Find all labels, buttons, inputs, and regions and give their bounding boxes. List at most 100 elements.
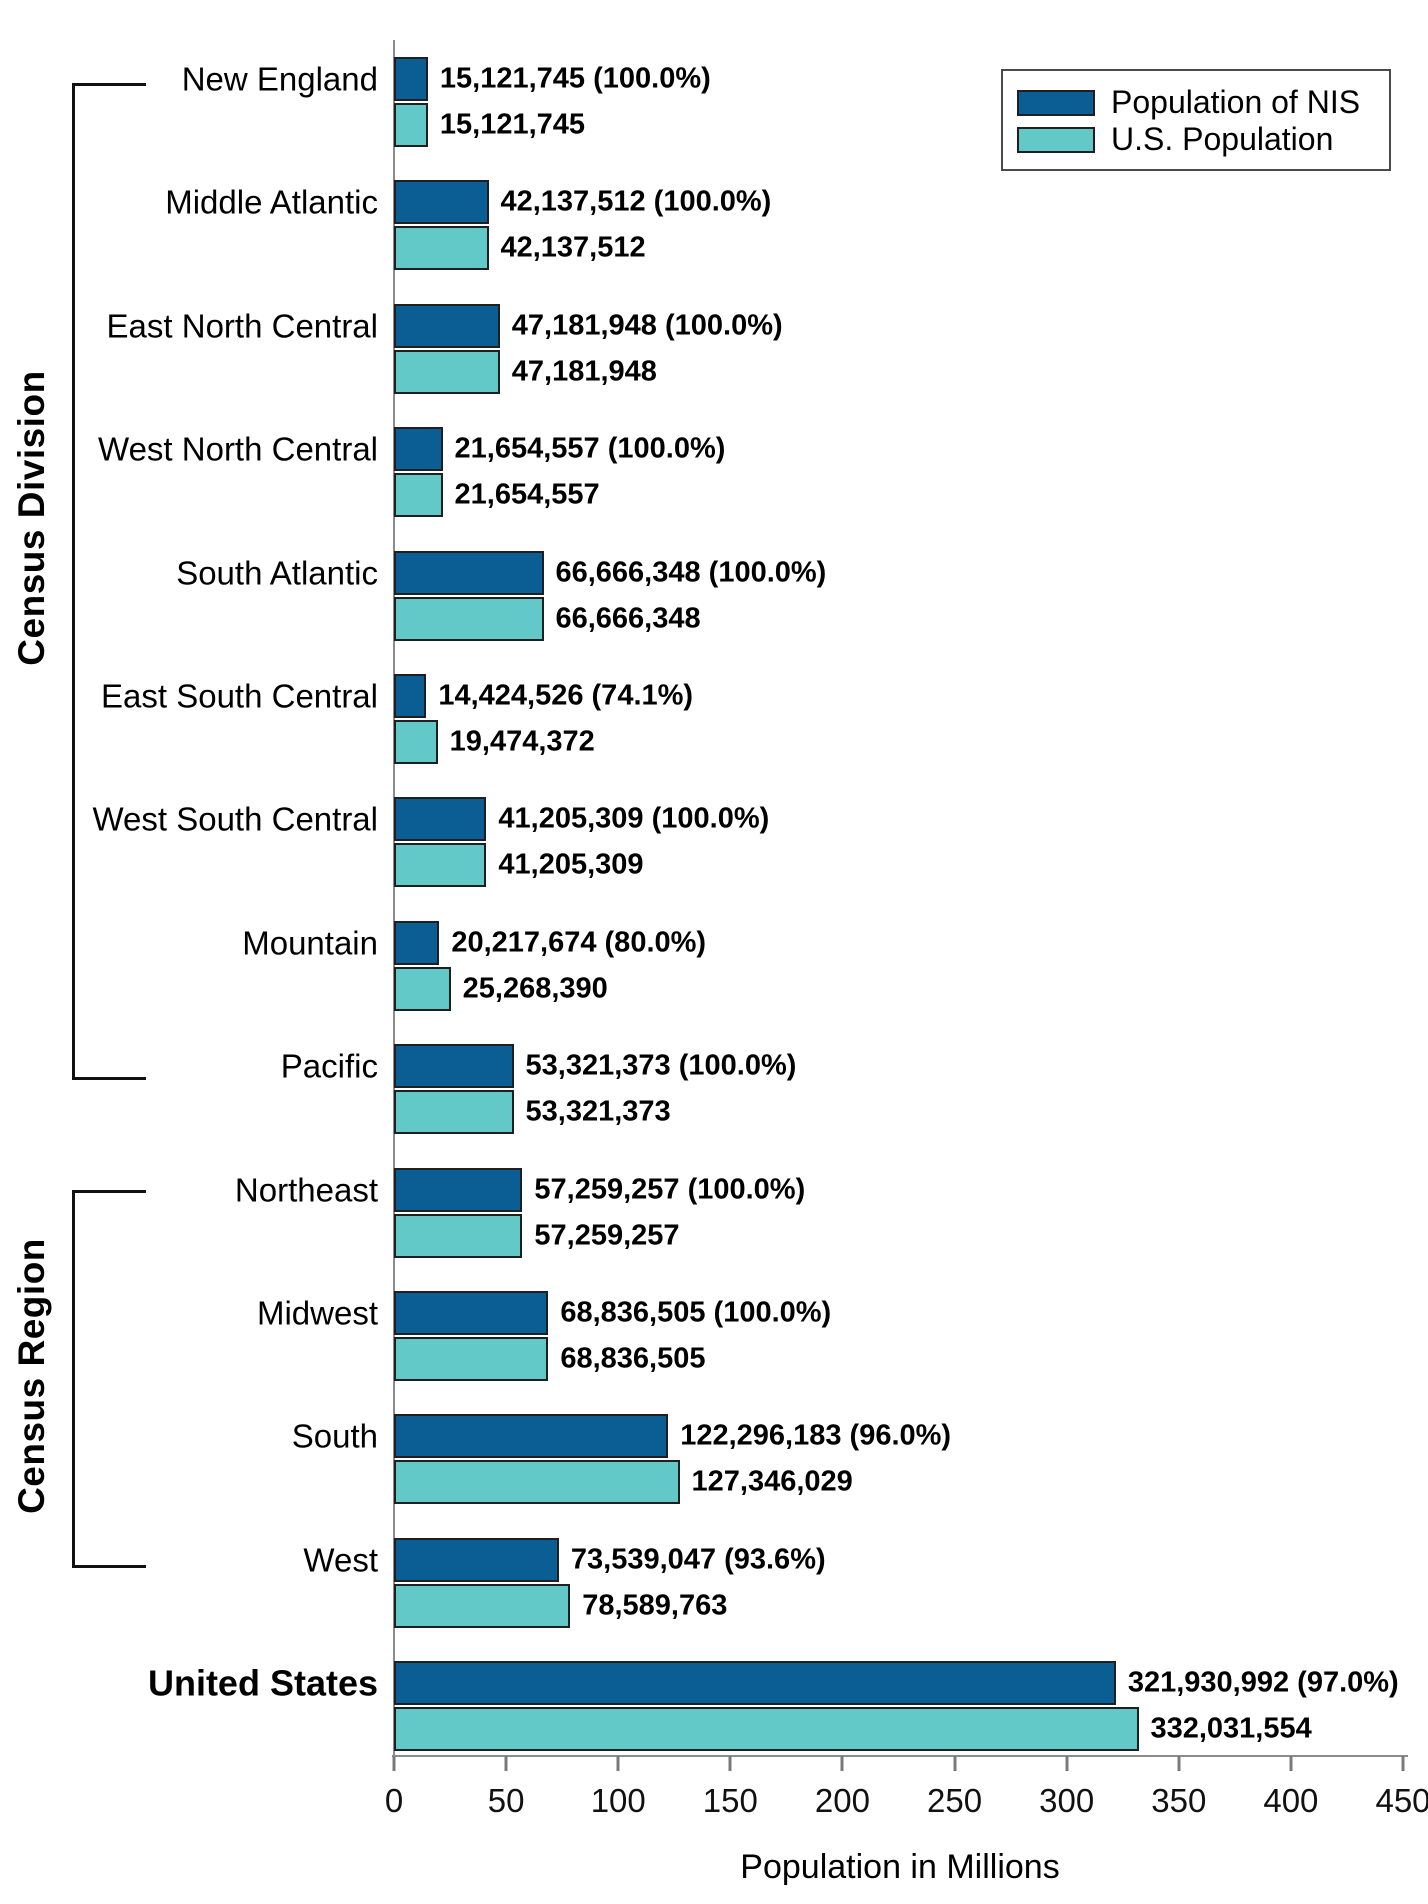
category-label: Middle Atlantic (165, 183, 378, 221)
census-region-axis-title: Census Region (11, 1238, 52, 1514)
category-label: East South Central (101, 677, 378, 715)
nis-value-label: 21,654,557 (100.0%) (454, 432, 726, 465)
x-tick-mark (728, 1756, 732, 1771)
chart-row-mountain: Mountain 20,217,674 (80.0%) 25,268,390 (242, 904, 1403, 1028)
category-label: United States (147, 1662, 378, 1704)
nis-population-bar (394, 1044, 514, 1089)
x-tick-label: 150 (702, 1782, 758, 1819)
census-division-axis-title: Census Division (11, 370, 52, 666)
us-population-bar (394, 473, 443, 518)
y-axis-line (393, 40, 395, 1756)
x-tick-label: 200 (814, 1782, 870, 1819)
chart-row-middle-atlantic: Middle Atlantic 42,137,512 (100.0%) 42,137… (165, 163, 1403, 287)
us-population-bar (394, 1460, 680, 1505)
us-population-bar (394, 1090, 514, 1135)
x-tick-mark (392, 1756, 396, 1771)
chart-row-west-south-central: West South Central 41,205,309 (100.0%) 41,… (92, 780, 1403, 904)
us-value-label: 78,589,763 (582, 1589, 728, 1622)
x-tick-mark (953, 1756, 957, 1771)
chart-row-pacific: Pacific 53,321,373 (100.0%) 53,321,373 (281, 1027, 1403, 1151)
us-value-label: 47,181,948 (511, 355, 657, 388)
chart-row-east-south-central: East South Central 14,424,526 (74.1%) 19,4… (101, 657, 1403, 781)
us-population-bar (394, 1213, 523, 1258)
x-tick-label: 300 (1039, 1782, 1095, 1819)
chart-row-west-north-central: West North Central 21,654,557 (100.0%) 21,… (98, 410, 1403, 534)
census-division-bracket-top-tick (72, 83, 146, 86)
x-tick-label: 100 (590, 1782, 646, 1819)
us-value-label: 19,474,372 (449, 725, 595, 758)
us-value-label: 21,654,557 (454, 478, 600, 511)
us-population-bar (394, 349, 500, 394)
legend-swatch-nis (1017, 90, 1095, 116)
us-value-label: 127,346,029 (691, 1465, 853, 1498)
nis-value-label: 41,205,309 (100.0%) (498, 802, 770, 835)
x-tick-mark (1065, 1756, 1069, 1771)
nis-value-label: 66,666,348 (100.0%) (555, 556, 827, 589)
category-label: West South Central (92, 800, 378, 838)
us-population-bar (394, 966, 451, 1011)
x-axis-line (392, 1755, 1408, 1757)
nis-population-bar (394, 1661, 1116, 1706)
category-label: West (303, 1541, 378, 1579)
legend-label-nis: Population of NIS (1111, 84, 1361, 120)
nis-population-bar (394, 1291, 549, 1335)
nis-population-bar (394, 920, 440, 965)
us-value-label: 15,121,745 (439, 108, 586, 141)
category-label: Midwest (256, 1294, 378, 1332)
x-tick-label: 250 (927, 1782, 983, 1819)
chart-row-south-atlantic: South Atlantic 66,666,348 (100.0%) 66,666,… (176, 534, 1403, 658)
nis-population-bar (394, 1414, 669, 1459)
chart-row-east-north-central: East North Central 47,181,948 (100.0%) 47,… (107, 287, 1403, 411)
legend-swatch-us (1017, 127, 1095, 153)
chart-row-northeast: Northeast 57,259,257 (100.0%) 57,259,257 (235, 1151, 1403, 1275)
nis-value-label: 20,217,674 (80.0%) (451, 926, 707, 959)
us-value-label: 42,137,512 (500, 231, 646, 264)
nis-population-bar (394, 303, 500, 348)
x-tick-label: 350 (1151, 1782, 1207, 1819)
chart-row-midwest: Midwest 68,836,505 (100.0%) 68,836,505 (257, 1274, 1403, 1398)
us-population-bar (394, 720, 438, 764)
plot-area: New England 15,121,745 (100.0%) 15,121,745… (92, 40, 1403, 1757)
nis-value-label: 42,137,512 (100.0%) (500, 185, 772, 218)
nis-value-label: 14,424,526 (74.1%) (438, 679, 694, 712)
us-population-bar (394, 226, 489, 271)
nis-value-label: 321,930,992 (97.0%) (1127, 1666, 1399, 1699)
us-value-label: 25,268,390 (462, 972, 608, 1005)
nis-population-bar (394, 180, 489, 225)
nis-value-label: 47,181,948 (100.0%) (511, 309, 783, 342)
us-population-bar (394, 1707, 1139, 1752)
category-label: South Atlantic (176, 554, 378, 592)
census-division-bracket-bottom-tick (72, 1077, 146, 1080)
category-label: New England (181, 60, 378, 98)
category-label: West North Central (98, 430, 378, 468)
legend: Population of NIS U.S. Population (1001, 69, 1391, 171)
nis-population-bar (394, 427, 443, 472)
category-label: Mountain (242, 924, 378, 962)
chart-row-united-states: United States 321,930,992 (97.0%) 332,031,… (148, 1644, 1403, 1768)
x-tick-label: 50 (487, 1782, 525, 1819)
us-population-bar (394, 843, 487, 888)
nis-population-bar (394, 57, 428, 101)
us-value-label: 57,259,257 (534, 1219, 680, 1252)
census-division-bracket-line (72, 83, 75, 1080)
category-label: Pacific (280, 1047, 378, 1085)
census-region-bracket-line (72, 1190, 75, 1568)
us-value-label: 332,031,554 (1150, 1712, 1312, 1745)
category-label: Northeast (234, 1171, 378, 1209)
nis-population-bar (394, 1167, 523, 1212)
us-population-bar (394, 596, 544, 641)
us-value-label: 53,321,373 (525, 1095, 671, 1128)
x-tick-label: 400 (1263, 1782, 1319, 1819)
category-label: East North Central (106, 307, 378, 345)
nis-value-label: 68,836,505 (100.0%) (560, 1296, 832, 1329)
x-axis-title: Population in Millions (740, 1848, 1060, 1886)
us-value-label: 66,666,348 (555, 602, 701, 635)
nis-value-label: 73,539,047 (93.6%) (570, 1543, 826, 1576)
nis-value-label: 122,296,183 (96.0%) (680, 1419, 952, 1452)
census-region-bracket-bottom-tick (72, 1565, 146, 1568)
nis-population-bar (394, 550, 544, 595)
census-region-bracket-top-tick (72, 1190, 146, 1193)
us-population-bar (394, 103, 428, 147)
nis-value-label: 15,121,745 (100.0%) (439, 62, 711, 95)
